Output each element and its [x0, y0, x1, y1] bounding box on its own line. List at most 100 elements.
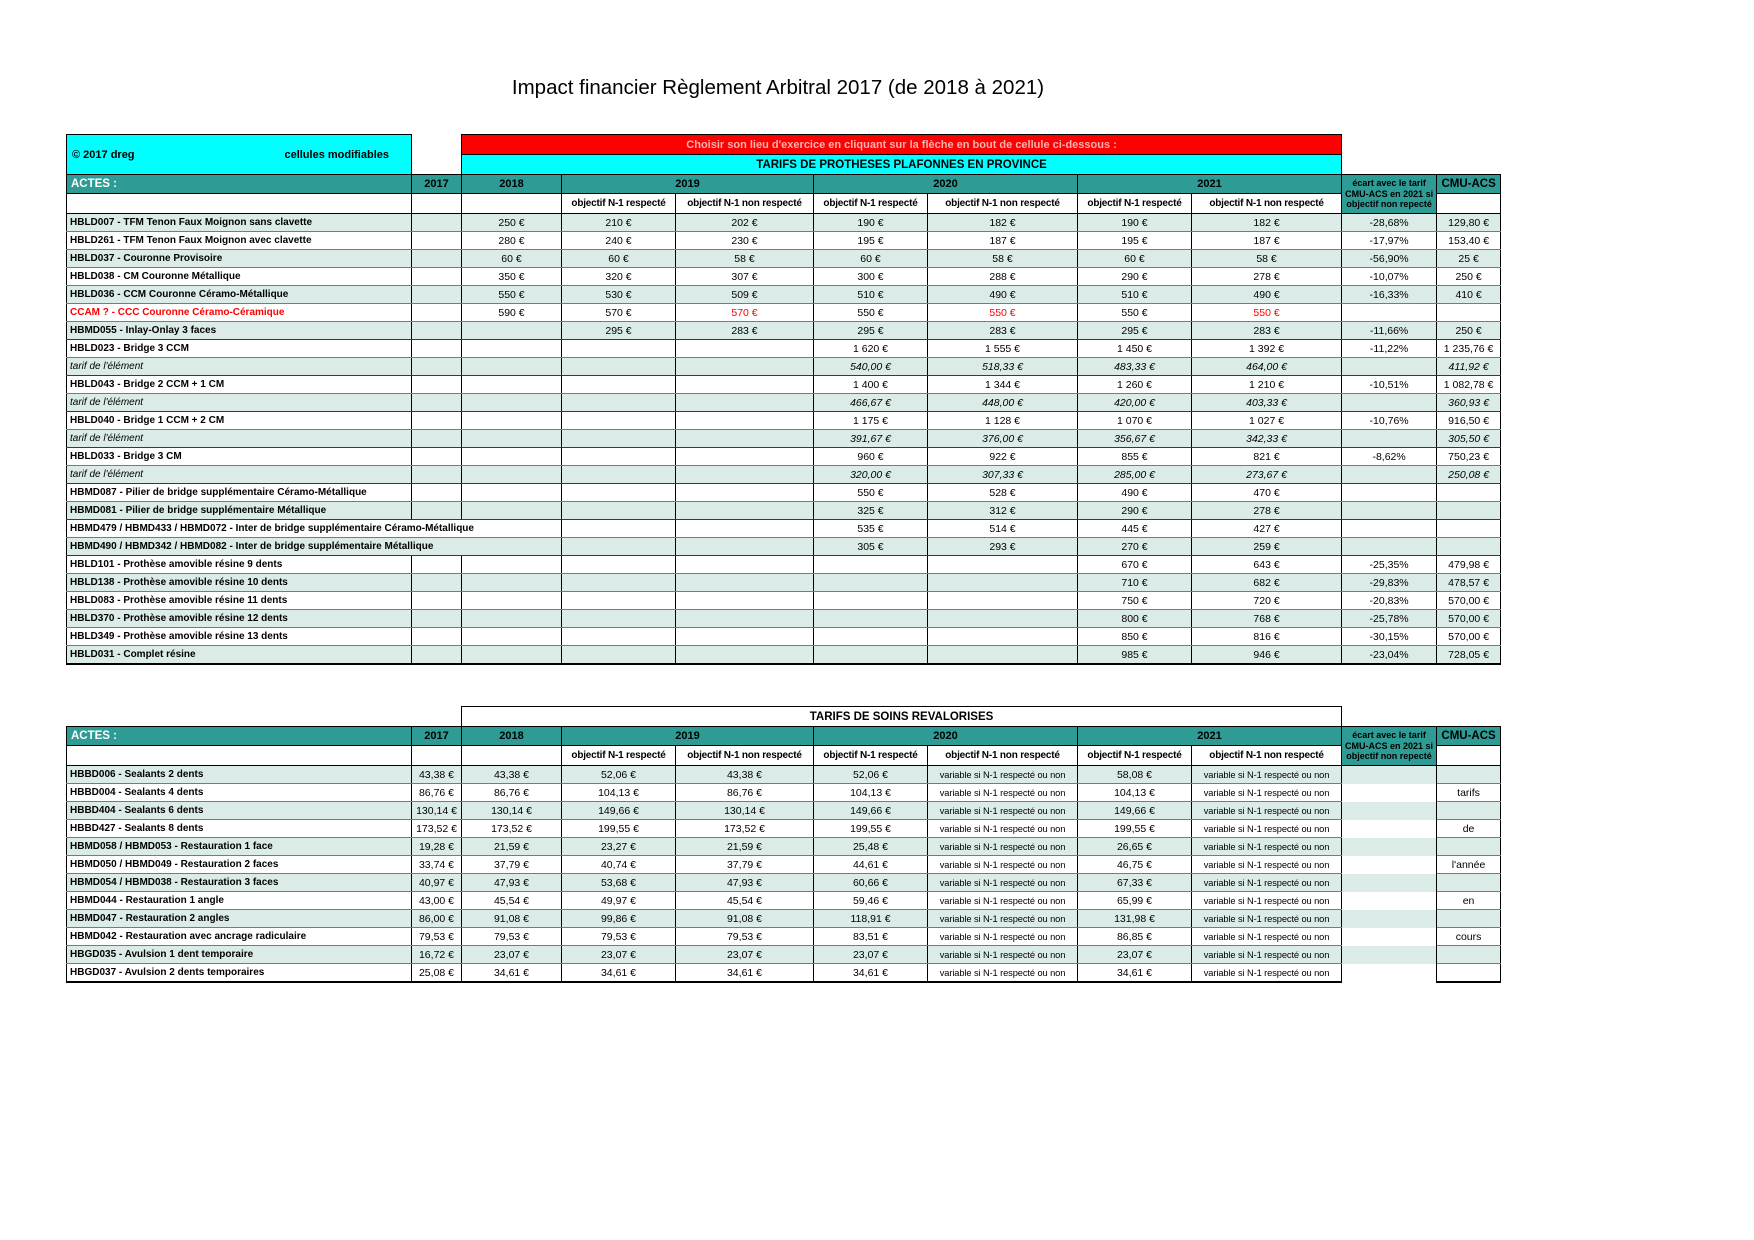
cell-cmu: 570,00 €	[1436, 627, 1502, 646]
acte-label: HBMD044 - Restauration 1 angle	[66, 891, 412, 910]
cell-n2019	[675, 447, 814, 466]
cell-y2018: 21,59 €	[461, 837, 562, 856]
acte-label: HBLD043 - Bridge 2 CCM + 1 CM	[66, 375, 412, 394]
cell-r2019: 570 €	[561, 303, 676, 322]
cell-n2020: 518,33 €	[927, 357, 1078, 376]
cell-r2019	[561, 645, 676, 665]
cell-y2018: 590 €	[461, 303, 562, 322]
cell-n2019: 37,79 €	[675, 855, 814, 874]
cell-r2020: 510 €	[813, 285, 928, 304]
subheader-2020-non-respecte: objectif N-1 non respecté	[927, 745, 1078, 766]
column-header-ecart: écart avec le tarif CMU-ACS en 2021 si o…	[1341, 174, 1438, 214]
cell-n2021: 816 €	[1190, 627, 1343, 646]
acte-label: HBLD101 - Prothèse amovible résine 9 den…	[66, 555, 412, 574]
cell-cmu: 916,50 €	[1436, 411, 1502, 430]
cell-ecart: -16,33%	[1341, 285, 1438, 304]
cell-r2019	[561, 609, 676, 628]
cell-cmu: 129,80 €	[1436, 213, 1502, 232]
cell-r2019	[561, 555, 676, 574]
subheader-2020-respecte: objectif N-1 respecté	[813, 193, 928, 214]
cell-y2018	[461, 591, 562, 610]
table-row: tarif de l'élément 540,00 €518,33 €483,33…	[66, 357, 1502, 376]
objective-subheader-row: objectif N-1 respecté objectif N-1 non r…	[66, 193, 1502, 214]
cell-y2017: 86,76 €	[411, 783, 462, 802]
table-row: HBBD006 - Sealants 2 dents 43,38 €43,38 €…	[66, 765, 1502, 784]
cell-n2019: 79,53 €	[675, 927, 814, 946]
acte-label: HBLD031 - Complet résine	[66, 645, 412, 665]
cell-r2019: 60 €	[561, 249, 676, 268]
cell-n2019: 47,93 €	[675, 873, 814, 892]
column-header-cmu-acs: CMU-ACS	[1436, 726, 1502, 746]
cell-y2018: 34,61 €	[461, 963, 562, 983]
location-dropdown-cell[interactable]: TARIFS DE PROTHESES PLAFONNES EN PROVINC…	[460, 154, 1343, 175]
cell-r2020	[813, 609, 928, 628]
cell-y2017	[411, 321, 462, 340]
cell-y2017	[411, 285, 462, 304]
cell-r2021: 855 €	[1077, 447, 1192, 466]
cell-y2017	[411, 645, 462, 665]
cell-n2020: variable si N-1 respecté ou non	[927, 891, 1078, 910]
table-row: HBBD404 - Sealants 6 dents 130,14 €130,14…	[66, 801, 1502, 820]
cell-n2020: 293 €	[927, 537, 1078, 556]
cell-y2017	[411, 555, 462, 574]
cell-n2021: 58 €	[1190, 249, 1343, 268]
spacer-cell	[1341, 706, 1501, 727]
cell-y2017	[411, 591, 462, 610]
cell-r2019	[561, 393, 676, 412]
cell-cmu: 478,57 €	[1436, 573, 1502, 592]
cell-r2019: 210 €	[561, 213, 676, 232]
cell-n2019	[675, 375, 814, 394]
cell-y2018: 79,53 €	[461, 927, 562, 946]
cell-ecart: -28,68%	[1341, 213, 1438, 232]
table-row: HBLD043 - Bridge 2 CCM + 1 CM 1 400 €1 34…	[66, 375, 1502, 394]
cell-r2021: 290 €	[1077, 267, 1192, 286]
cell-cmu: 479,98 €	[1436, 555, 1502, 574]
cell-n2021: 259 €	[1190, 537, 1343, 556]
cell-y2018: 86,76 €	[461, 783, 562, 802]
cell-r2021: 710 €	[1077, 573, 1192, 592]
table-row: HBMD042 - Restauration avec ancrage radi…	[66, 927, 1502, 946]
cell-y2018	[461, 483, 562, 502]
cell-y2017: 33,74 €	[411, 855, 462, 874]
cell-n2019: 21,59 €	[675, 837, 814, 856]
cell-n2019: 230 €	[675, 231, 814, 250]
cell-r2021: 550 €	[1077, 303, 1192, 322]
cell-r2021: 58,08 €	[1077, 765, 1192, 784]
cell-r2020: 34,61 €	[813, 963, 928, 983]
cell-cmu	[1436, 873, 1502, 892]
table-row: HBMD055 - Inlay-Onlay 3 faces 295 €283 €2…	[66, 321, 1502, 340]
cell-ecart: -30,15%	[1341, 627, 1438, 646]
cell-r2020: 23,07 €	[813, 945, 928, 964]
cell-n2019: 283 €	[675, 321, 814, 340]
table-row: HBLD101 - Prothèse amovible résine 9 den…	[66, 555, 1502, 574]
cell-n2021: 470 €	[1190, 483, 1343, 502]
cell-ecart	[1341, 963, 1438, 982]
cell-n2021: variable si N-1 respecté ou non	[1190, 801, 1343, 820]
cell-n2020: variable si N-1 respecté ou non	[927, 873, 1078, 892]
cell-n2021: 720 €	[1190, 591, 1343, 610]
cell-cmu: 250 €	[1436, 321, 1502, 340]
cell-ecart: -20,83%	[1341, 591, 1438, 610]
cell-r2021: 26,65 €	[1077, 837, 1192, 856]
cell-n2021: variable si N-1 respecté ou non	[1190, 945, 1343, 964]
cell-n2020: variable si N-1 respecté ou non	[927, 819, 1078, 838]
cell-ecart	[1341, 393, 1438, 412]
table-row: HBLD370 - Prothèse amovible résine 12 de…	[66, 609, 1502, 628]
cell-n2021: variable si N-1 respecté ou non	[1190, 891, 1343, 910]
table-row: HBLD036 - CCM Couronne Céramo-Métallique…	[66, 285, 1502, 304]
column-header-2021: 2021	[1076, 726, 1343, 746]
cell-y2017	[411, 411, 462, 430]
cell-n2021: 821 €	[1190, 447, 1343, 466]
cell-cmu: 570,00 €	[1436, 609, 1502, 628]
acte-label: HBGD035 - Avulsion 1 dent temporaire	[66, 945, 412, 964]
acte-label: HBMD490 / HBMD342 / HBMD082 - Inter de b…	[66, 537, 562, 556]
acte-label: HBLD040 - Bridge 1 CCM + 2 CM	[66, 411, 412, 430]
cell-r2020: 25,48 €	[813, 837, 928, 856]
cell-n2021: 1 210 €	[1190, 375, 1343, 394]
cell-r2021: 750 €	[1077, 591, 1192, 610]
cell-y2018	[461, 393, 562, 412]
acte-label: HBGD037 - Avulsion 2 dents temporaires	[66, 963, 412, 983]
cell-n2021: variable si N-1 respecté ou non	[1190, 819, 1343, 838]
acte-label: HBMD087 - Pilier de bridge supplémentair…	[66, 483, 412, 502]
cell-cmu: en	[1436, 891, 1502, 910]
